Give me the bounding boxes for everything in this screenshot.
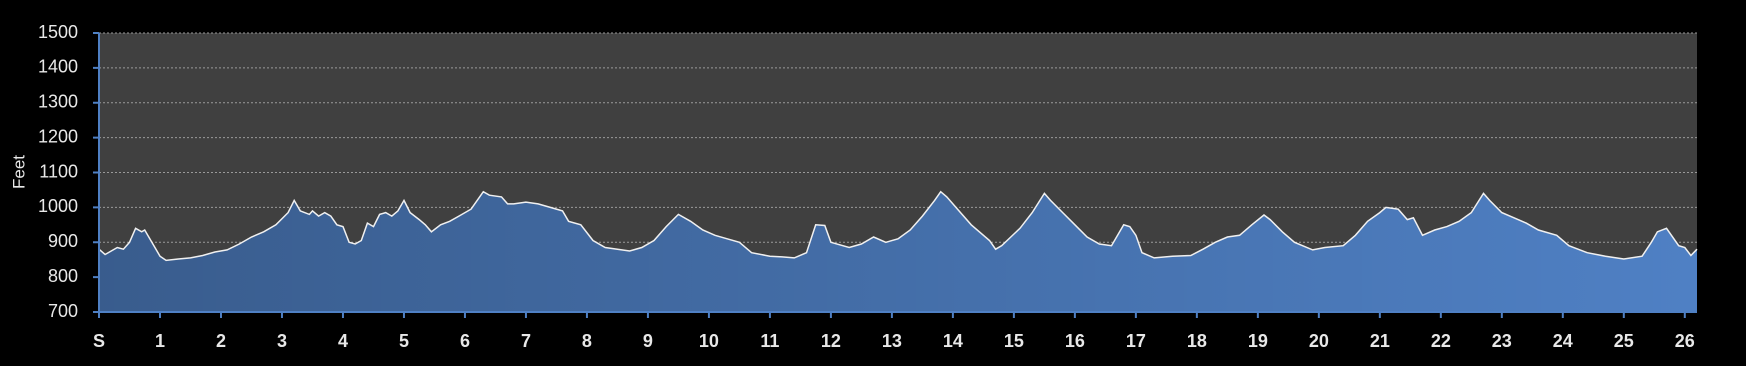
x-tick-label: 12 [821, 331, 841, 351]
area-shade [99, 191, 1697, 312]
x-tick-label: 18 [1187, 331, 1207, 351]
x-tick-label: 15 [1004, 331, 1024, 351]
x-tick-label: 6 [460, 331, 470, 351]
y-tick-label: 700 [48, 301, 78, 321]
y-tick-label: 1100 [39, 161, 78, 181]
y-tick-label: 800 [48, 266, 78, 286]
y-tick-label: 1300 [38, 92, 78, 112]
x-tick-label: 2 [216, 331, 226, 351]
x-tick-label: 19 [1248, 331, 1268, 351]
x-tick-label: 20 [1309, 331, 1329, 351]
y-tick-label: 1400 [38, 57, 78, 77]
line [98, 190, 1698, 262]
x-tick-label: 7 [521, 331, 531, 351]
x-tick-label: 26 [1675, 331, 1695, 351]
x-tick-label: 17 [1126, 331, 1146, 351]
x-tick-label: 24 [1553, 331, 1573, 351]
x-tick-label: 8 [582, 331, 592, 351]
x-tick-label: 22 [1431, 331, 1451, 351]
x-tick-label: 21 [1370, 331, 1390, 351]
x-tick-label: 11 [760, 331, 779, 351]
x-tick-label: 14 [943, 331, 963, 351]
x-tick-label: 13 [882, 331, 902, 351]
y-axis-label: Feet [9, 155, 28, 189]
x-tick-label: 9 [643, 331, 653, 351]
x-tick-label: 10 [699, 331, 719, 351]
x-tick-label: S [93, 331, 105, 351]
y-tick-label: 1000 [38, 196, 78, 216]
x-tick-label: 5 [399, 331, 409, 351]
y-tick-label: 1500 [38, 22, 78, 42]
x-tick-label: 4 [338, 331, 348, 351]
x-tick-label: 25 [1614, 331, 1634, 351]
x-tick-label: 23 [1492, 331, 1512, 351]
y-tick-label: 1200 [38, 126, 78, 146]
x-tick-label: 16 [1065, 331, 1085, 351]
x-tick-label: 1 [155, 331, 165, 351]
y-tick-label: 900 [48, 231, 78, 251]
x-tick-label: 3 [277, 331, 287, 351]
